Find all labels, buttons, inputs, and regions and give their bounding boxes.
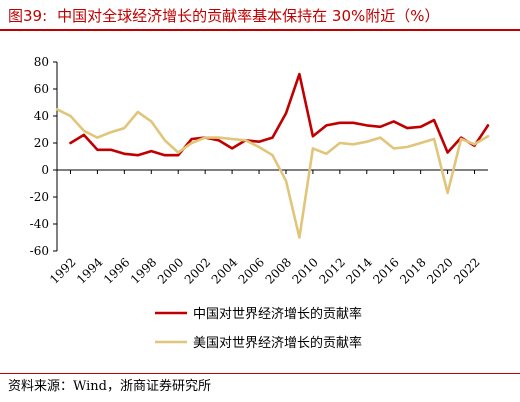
series-line-usa (55, 108, 490, 239)
x-tick-label: 2018 (397, 255, 428, 286)
x-tick-label: 2016 (370, 255, 401, 286)
x-tick-label: 2012 (316, 255, 347, 286)
y-tick-label: -20 (30, 190, 49, 204)
x-tick-label: 2022 (451, 255, 482, 286)
y-tick-label: 60 (34, 82, 49, 96)
y-tick-label: -60 (30, 244, 49, 258)
legend-label: 美国对世界经济增长的贡献率 (193, 335, 362, 351)
title-divider (0, 29, 520, 31)
x-tick-label: 2004 (209, 255, 241, 287)
series-line-china (69, 72, 490, 157)
y-tick-label: -40 (30, 217, 49, 231)
y-tick-label: 40 (34, 109, 49, 123)
line-chart: 806040200-20-40-601992199419961998200020… (30, 55, 490, 351)
y-tick-label: 80 (34, 55, 49, 69)
figure-title-text: 中国对全球经济增长的贡献率基本保持在 30%附近（%） (57, 7, 440, 25)
source-note: 资料来源：Wind，浙商证券研究所 (8, 379, 211, 394)
figure-title: 图39: 中国对全球经济增长的贡献率基本保持在 30%附近（%） (8, 4, 516, 28)
x-tick-label: 1996 (101, 255, 132, 286)
x-tick-label: 2014 (343, 255, 375, 287)
y-tick-label: 0 (41, 163, 49, 177)
x-tick-label: 2006 (236, 255, 267, 286)
y-tick-label: 20 (34, 136, 49, 150)
figure-label: 图39: (8, 7, 48, 25)
legend-label: 中国对世界经济增长的贡献率 (193, 306, 362, 322)
source-divider (0, 373, 520, 374)
x-tick-label: 1992 (47, 255, 78, 286)
x-tick-label: 1998 (128, 255, 159, 286)
x-tick-label: 2002 (182, 255, 213, 286)
x-tick-label: 2010 (290, 255, 321, 286)
x-tick-label: 2000 (155, 255, 186, 286)
x-tick-label: 1994 (74, 255, 106, 287)
x-tick-label: 2020 (424, 255, 455, 286)
x-tick-label: 2008 (263, 255, 294, 286)
